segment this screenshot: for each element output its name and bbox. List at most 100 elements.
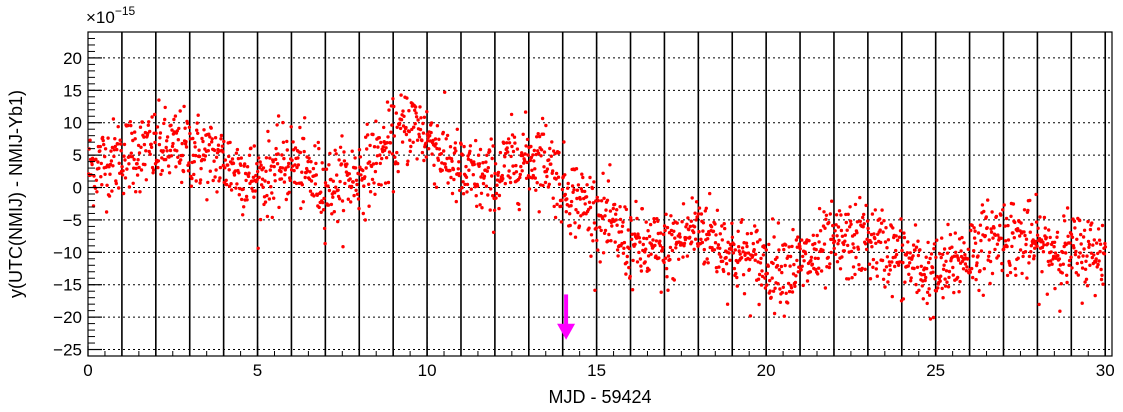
data-point [896,263,901,267]
data-point [408,138,412,142]
data-point [640,207,644,211]
x-tick-label: 5 [253,361,262,380]
data-point [424,141,428,145]
data-point [281,140,286,144]
data-point [756,277,761,281]
data-point [507,169,511,173]
data-point [279,169,283,174]
data-point [697,230,701,234]
data-point [747,267,752,272]
data-point [871,265,875,269]
data-point [591,201,596,205]
data-point [474,138,478,143]
data-point [161,149,165,153]
data-point [379,183,383,187]
data-point [198,178,203,182]
data-point [219,137,223,141]
data-point [341,245,345,249]
data-point [254,173,258,178]
data-point [922,272,926,277]
data-point [1043,226,1048,230]
data-point [473,182,477,186]
data-point [930,265,935,270]
data-point [214,155,219,159]
data-point [970,223,974,228]
data-point [627,265,631,270]
data-point [220,144,225,148]
data-point [735,284,739,288]
data-point [842,242,846,247]
data-point [736,229,740,233]
data-point [387,108,391,112]
data-point [762,245,767,250]
data-point [210,137,214,141]
data-point [594,199,598,203]
data-point [185,121,190,126]
y-tick-label: −15 [53,276,82,295]
data-point [833,252,838,256]
data-point [1002,247,1006,252]
data-point [500,173,504,178]
data-point [1033,246,1037,250]
data-point [123,176,128,180]
data-point [851,242,855,246]
data-point [568,223,572,228]
data-point [135,173,140,177]
data-point [273,179,277,183]
data-point [718,246,722,250]
data-point [475,184,480,188]
data-point [663,228,667,233]
data-point [781,285,785,289]
data-point [365,122,369,127]
data-point [887,272,891,276]
data-point [865,219,870,223]
data-point [656,219,660,223]
data-point [314,173,318,177]
data-point [834,213,839,217]
data-point [630,237,634,241]
data-point [694,218,698,222]
data-point [854,255,858,260]
data-point [551,196,555,200]
data-point [468,149,472,153]
data-point [793,284,797,288]
data-point [148,129,152,134]
data-point [813,256,817,260]
data-point [713,222,717,226]
data-point [424,155,428,159]
data-point [494,191,499,196]
y-tick-label: 5 [73,146,82,165]
data-point [138,190,142,194]
data-point [870,245,874,249]
data-point [793,280,798,285]
data-point [549,154,553,158]
data-point [333,191,337,195]
data-point [405,162,410,167]
data-point [878,228,882,232]
data-point [786,281,791,286]
data-point [744,241,749,245]
data-point [609,239,613,243]
data-point [947,269,952,274]
data-point [317,146,321,151]
data-point [444,165,448,169]
data-point [1086,219,1090,224]
data-point [601,171,605,175]
data-point [411,140,415,144]
data-point [987,250,992,254]
data-point [858,195,862,200]
data-point [666,254,671,258]
data-point [436,158,441,162]
data-point [165,139,169,143]
data-point [175,129,179,133]
data-point [575,196,579,201]
data-point [193,145,197,149]
data-point [722,269,726,274]
data-point [385,100,390,104]
data-point [402,129,407,134]
data-point [1047,228,1051,232]
data-point [615,208,619,212]
data-point [648,222,653,227]
data-point [784,243,788,247]
data-point [156,165,160,170]
